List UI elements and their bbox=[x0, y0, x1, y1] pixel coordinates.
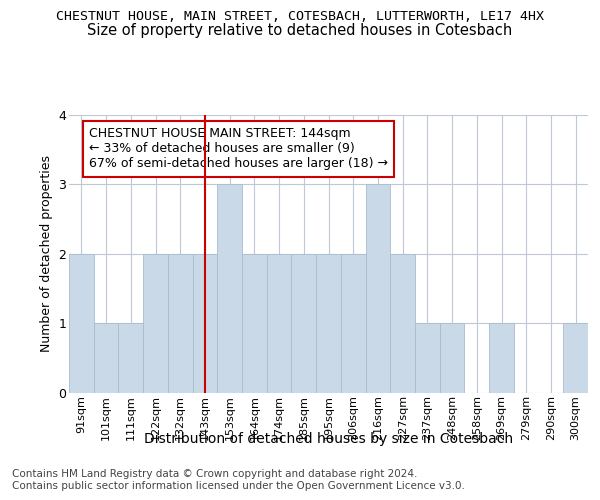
Bar bbox=[242, 254, 267, 392]
Bar bbox=[217, 184, 242, 392]
Text: Contains HM Land Registry data © Crown copyright and database right 2024.: Contains HM Land Registry data © Crown c… bbox=[12, 469, 418, 479]
Y-axis label: Number of detached properties: Number of detached properties bbox=[40, 155, 53, 352]
Bar bbox=[365, 184, 390, 392]
Bar bbox=[69, 254, 94, 392]
Bar bbox=[193, 254, 217, 392]
Text: Size of property relative to detached houses in Cotesbach: Size of property relative to detached ho… bbox=[88, 22, 512, 38]
Bar bbox=[292, 254, 316, 392]
Bar bbox=[168, 254, 193, 392]
Bar bbox=[143, 254, 168, 392]
Bar bbox=[316, 254, 341, 392]
Text: Contains public sector information licensed under the Open Government Licence v3: Contains public sector information licen… bbox=[12, 481, 465, 491]
Bar bbox=[440, 323, 464, 392]
Bar bbox=[390, 254, 415, 392]
Bar bbox=[118, 323, 143, 392]
Bar bbox=[341, 254, 365, 392]
Text: Distribution of detached houses by size in Cotesbach: Distribution of detached houses by size … bbox=[144, 432, 514, 446]
Text: CHESTNUT HOUSE MAIN STREET: 144sqm
← 33% of detached houses are smaller (9)
67% : CHESTNUT HOUSE MAIN STREET: 144sqm ← 33%… bbox=[89, 128, 388, 170]
Bar bbox=[94, 323, 118, 392]
Bar bbox=[267, 254, 292, 392]
Bar bbox=[563, 323, 588, 392]
Bar bbox=[415, 323, 440, 392]
Bar bbox=[489, 323, 514, 392]
Text: CHESTNUT HOUSE, MAIN STREET, COTESBACH, LUTTERWORTH, LE17 4HX: CHESTNUT HOUSE, MAIN STREET, COTESBACH, … bbox=[56, 10, 544, 23]
